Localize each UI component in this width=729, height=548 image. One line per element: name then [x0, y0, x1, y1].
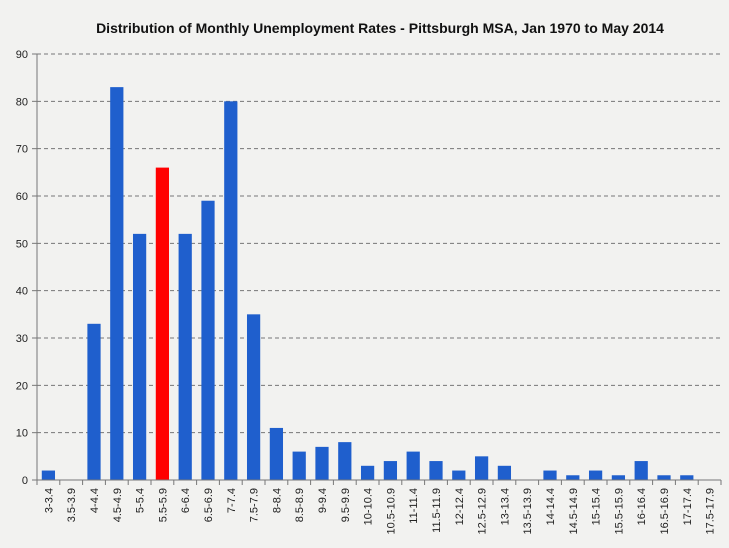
bar — [87, 323, 101, 480]
y-tick-label: 60 — [16, 191, 28, 203]
bar — [315, 446, 329, 480]
x-tick-label: 7-7.4 — [226, 488, 238, 513]
bar — [41, 470, 56, 480]
x-tick-label: 5-5.4 — [135, 488, 147, 513]
x-tick-label: 6.5-6.9 — [203, 488, 215, 522]
y-tick-label: 10 — [16, 428, 28, 440]
y-tick-label: 0 — [22, 475, 28, 487]
y-tick-label: 90 — [16, 49, 28, 61]
bar — [611, 475, 626, 480]
y-tick-label: 20 — [16, 380, 28, 392]
bar — [588, 470, 603, 480]
x-tick-label: 4-4.4 — [89, 488, 101, 513]
x-tick-label: 13-13.4 — [499, 488, 511, 525]
y-tick-label: 80 — [16, 96, 28, 108]
x-tick-label: 3-3.4 — [43, 488, 55, 513]
bar — [246, 314, 261, 480]
x-tick-label: 4.5-4.9 — [112, 488, 124, 522]
x-tick-label: 6-6.4 — [180, 488, 192, 513]
x-tick-label: 17.5-17.9 — [705, 488, 717, 534]
bar — [110, 87, 124, 480]
bar — [406, 451, 420, 480]
x-tick-label: 15.5-15.9 — [613, 488, 625, 534]
x-tick-label: 15-15.4 — [591, 488, 603, 525]
x-tick-label: 14.5-14.9 — [568, 488, 580, 534]
bar — [178, 233, 192, 480]
x-tick-label: 8-8.4 — [271, 488, 283, 513]
bar — [383, 461, 398, 480]
bar — [338, 442, 352, 480]
x-tick-label: 12-12.4 — [454, 488, 466, 525]
bar — [657, 475, 671, 480]
x-tick-label: 11.5-11.9 — [431, 488, 443, 533]
x-tick-label: 14-14.4 — [545, 488, 557, 525]
bar — [360, 465, 375, 480]
x-tick-label: 11-11.4 — [408, 488, 420, 524]
x-tick-label: 5.5-5.9 — [157, 488, 169, 522]
x-tick-label: 16.5-16.9 — [659, 488, 671, 534]
x-tick-label: 8.5-8.9 — [294, 488, 306, 522]
bar — [429, 461, 443, 480]
chart-title: Distribution of Monthly Unemployment Rat… — [96, 20, 664, 36]
y-tick-label: 50 — [16, 238, 28, 250]
bar — [224, 101, 238, 480]
x-tick-label: 12.5-12.9 — [477, 488, 489, 534]
bar — [201, 200, 215, 480]
bar — [292, 451, 306, 480]
bar — [474, 456, 489, 480]
x-tick-label: 10.5-10.9 — [385, 488, 397, 534]
bar — [132, 233, 147, 480]
x-tick-label: 10-10.4 — [363, 488, 375, 525]
x-tick-label: 7.5-7.9 — [249, 488, 261, 522]
bar — [452, 470, 466, 480]
y-tick-label: 30 — [16, 333, 28, 345]
x-tick-label: 13.5-13.9 — [522, 488, 534, 534]
bar — [634, 461, 648, 480]
bar-highlighted — [155, 167, 170, 480]
x-tick-label: 9-9.4 — [317, 488, 329, 513]
y-tick-label: 70 — [16, 144, 28, 156]
x-tick-label: 3.5-3.9 — [66, 488, 78, 522]
y-tick-label: 40 — [16, 286, 28, 298]
bar — [269, 427, 284, 480]
x-tick-label: 17-17.4 — [682, 488, 694, 525]
bar — [497, 465, 512, 480]
bar — [543, 470, 557, 480]
x-tick-label: 9.5-9.9 — [340, 488, 352, 522]
bar — [680, 475, 694, 480]
x-tick-label: 16-16.4 — [636, 488, 648, 525]
bar — [566, 475, 580, 480]
